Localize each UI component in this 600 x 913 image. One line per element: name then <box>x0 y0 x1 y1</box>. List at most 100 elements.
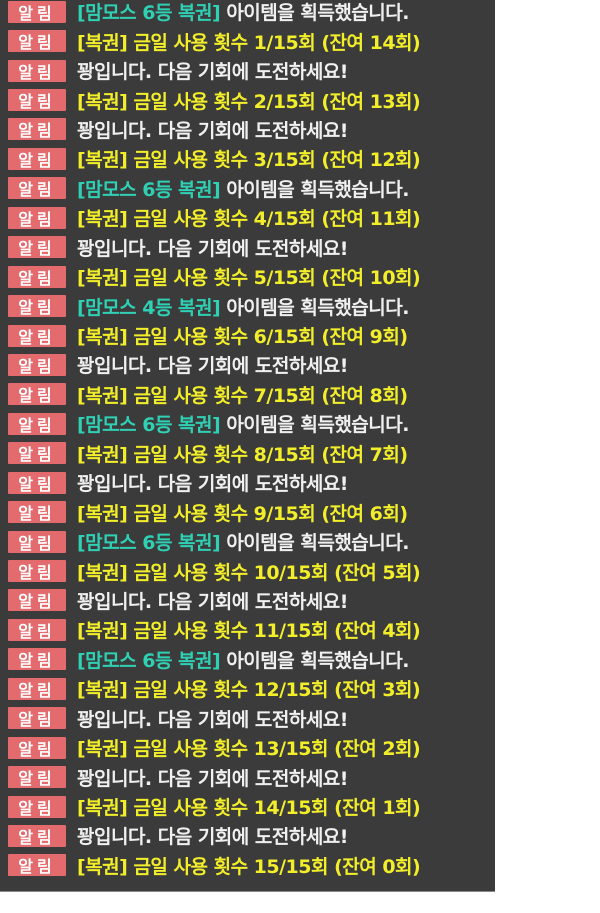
notice-badge: 알림 <box>8 118 66 141</box>
notice-badge: 알림 <box>8 824 66 847</box>
notice-badge: 알림 <box>8 206 66 229</box>
message-text: [복권] 금일 사용 횟수 9/15회 (잔여 6회) <box>77 502 408 525</box>
message-row: 알림 꽝입니다. 다음 기회에 도전하세요! <box>0 233 495 262</box>
message-text: [복권] 금일 사용 횟수 10/15회 (잔여 5회) <box>77 561 421 584</box>
message-text: 꽝입니다. 다음 기회에 도전하세요! <box>77 473 348 496</box>
message-row: 알림 [맘모스 6등 복권] 아이템을 획득했습니다. <box>0 174 495 203</box>
message-text: 꽝입니다. 다음 기회에 도전하세요! <box>77 237 348 260</box>
item-message: 아이템을 획득했습니다. <box>220 178 409 201</box>
message-row: 알림 [복권] 금일 사용 횟수 13/15회 (잔여 2회) <box>0 733 495 762</box>
message-row: 알림 [복권] 금일 사용 횟수 11/15회 (잔여 4회) <box>0 615 495 644</box>
item-tag: [맘모스 6등 복권] <box>77 414 221 437</box>
notice-badge: 알림 <box>8 618 66 641</box>
message-row: 알림 [맘모스 6등 복권] 아이템을 획득했습니다. <box>0 645 495 674</box>
message-row: 알림 [복권] 금일 사용 횟수 9/15회 (잔여 6회) <box>0 497 495 526</box>
message-text: [맘모스 6등 복권] 아이템을 획득했습니다. <box>77 528 409 555</box>
message-row: 알림 꽝입니다. 다음 기회에 도전하세요! <box>0 115 495 144</box>
item-tag: [맘모스 6등 복권] <box>77 2 221 25</box>
message-text: [복권] 금일 사용 횟수 14/15회 (잔여 1회) <box>77 797 421 820</box>
message-row: 알림 꽝입니다. 다음 기회에 도전하세요! <box>0 586 495 615</box>
item-tag: [맘모스 6등 복권] <box>77 532 221 555</box>
message-row: 알림 [맘모스 6등 복권] 아이템을 획득했습니다. <box>0 0 495 26</box>
message-row: 알림 [복권] 금일 사용 횟수 14/15회 (잔여 1회) <box>0 792 495 821</box>
message-row: 알림 [복권] 금일 사용 횟수 7/15회 (잔여 8회) <box>0 380 495 409</box>
message-text: [복권] 금일 사용 횟수 2/15회 (잔여 13회) <box>77 90 421 113</box>
notice-badge: 알림 <box>8 236 66 259</box>
notice-badge: 알림 <box>8 530 66 553</box>
item-tag: [맘모스 4등 복권] <box>77 296 221 319</box>
notice-badge: 알림 <box>8 147 66 170</box>
message-text: [복권] 금일 사용 횟수 1/15회 (잔여 14회) <box>77 31 421 54</box>
notice-badge: 알림 <box>8 412 66 435</box>
message-text: [복권] 금일 사용 횟수 3/15회 (잔여 12회) <box>77 149 421 172</box>
chat-log: 알림 [맘모스 6등 복권] 아이템을 획득했습니다. 알림 [복권] 금일 사용 횟… <box>0 0 495 892</box>
message-text: 꽝입니다. 다음 기회에 도전하세요! <box>77 61 348 84</box>
notice-badge: 알림 <box>8 177 66 200</box>
message-row: 알림 [복권] 금일 사용 횟수 2/15회 (잔여 13회) <box>0 85 495 114</box>
message-text: 꽝입니다. 다음 기회에 도전하세요! <box>77 767 348 790</box>
message-text: 꽝입니다. 다음 기회에 도전하세요! <box>77 590 348 613</box>
notice-badge: 알림 <box>8 30 66 53</box>
item-message: 아이템을 획득했습니다. <box>220 649 409 672</box>
notice-badge: 알림 <box>8 442 66 465</box>
message-text: 꽝입니다. 다음 기회에 도전하세요! <box>77 708 348 731</box>
notice-badge: 알림 <box>8 854 66 877</box>
notice-badge: 알림 <box>8 471 66 494</box>
item-tag: [맘모스 6등 복권] <box>77 178 221 201</box>
item-message: 아이템을 획득했습니다. <box>220 532 409 555</box>
message-list: 알림 [맘모스 6등 복권] 아이템을 획득했습니다. 알림 [복권] 금일 사용 횟… <box>0 0 495 878</box>
notice-badge: 알림 <box>8 501 66 524</box>
message-row: 알림 꽝입니다. 다음 기회에 도전하세요! <box>0 56 495 85</box>
message-text: [복권] 금일 사용 횟수 7/15회 (잔여 8회) <box>77 384 408 407</box>
message-row: 알림 [복권] 금일 사용 횟수 1/15회 (잔여 14회) <box>0 26 495 55</box>
notice-badge: 알림 <box>8 89 66 112</box>
item-message: 아이템을 획득했습니다. <box>220 2 409 25</box>
message-text: [복권] 금일 사용 횟수 5/15회 (잔여 10회) <box>77 267 421 290</box>
message-text: 꽝입니다. 다음 기회에 도전하세요! <box>77 355 348 378</box>
message-row: 알림 [복권] 금일 사용 횟수 3/15회 (잔여 12회) <box>0 144 495 173</box>
notice-badge: 알림 <box>8 648 66 671</box>
message-text: [복권] 금일 사용 횟수 12/15회 (잔여 3회) <box>77 679 421 702</box>
notice-badge: 알림 <box>8 265 66 288</box>
message-row: 알림 꽝입니다. 다음 기회에 도전하세요! <box>0 821 495 850</box>
message-row: 알림 [복권] 금일 사용 횟수 4/15회 (잔여 11회) <box>0 203 495 232</box>
message-text: 꽝입니다. 다음 기회에 도전하세요! <box>77 826 348 849</box>
message-text: [복권] 금일 사용 횟수 8/15회 (잔여 7회) <box>77 443 408 466</box>
message-text: [맘모스 6등 복권] 아이템을 획득했습니다. <box>77 0 409 25</box>
message-row: 알림 [맘모스 4등 복권] 아이템을 획득했습니다. <box>0 291 495 320</box>
notice-badge: 알림 <box>8 736 66 759</box>
message-row: 알림 꽝입니다. 다음 기회에 도전하세요! <box>0 704 495 733</box>
notice-badge: 알림 <box>8 766 66 789</box>
notice-badge: 알림 <box>8 0 66 23</box>
message-text: 꽝입니다. 다음 기회에 도전하세요! <box>77 119 348 142</box>
notice-badge: 알림 <box>8 560 66 583</box>
notice-badge: 알림 <box>8 295 66 318</box>
message-text: [맘모스 4등 복권] 아이템을 획득했습니다. <box>77 293 409 320</box>
message-row: 알림 [복권] 금일 사용 횟수 12/15회 (잔여 3회) <box>0 674 495 703</box>
notice-badge: 알림 <box>8 677 66 700</box>
message-row: 알림 [복권] 금일 사용 횟수 5/15회 (잔여 10회) <box>0 262 495 291</box>
notice-badge: 알림 <box>8 589 66 612</box>
item-message: 아이템을 획득했습니다. <box>220 414 409 437</box>
message-text: [복권] 금일 사용 횟수 11/15회 (잔여 4회) <box>77 620 421 643</box>
message-row: 알림 [복권] 금일 사용 횟수 8/15회 (잔여 7회) <box>0 439 495 468</box>
message-text: [맘모스 6등 복권] 아이템을 획득했습니다. <box>77 646 409 673</box>
message-text: [복권] 금일 사용 횟수 4/15회 (잔여 11회) <box>77 208 421 231</box>
message-row: 알림 [맘모스 6등 복권] 아이템을 획득했습니다. <box>0 409 495 438</box>
notice-badge: 알림 <box>8 324 66 347</box>
message-row: 알림 꽝입니다. 다음 기회에 도전하세요! <box>0 762 495 791</box>
item-tag: [맘모스 6등 복권] <box>77 649 221 672</box>
message-text: [복권] 금일 사용 횟수 15/15회 (잔여 0회) <box>77 855 421 878</box>
item-message: 아이템을 획득했습니다. <box>220 296 409 319</box>
message-text: [복권] 금일 사용 횟수 13/15회 (잔여 2회) <box>77 738 421 761</box>
message-row: 알림 꽝입니다. 다음 기회에 도전하세요! <box>0 468 495 497</box>
message-row: 알림 [복권] 금일 사용 횟수 6/15회 (잔여 9회) <box>0 321 495 350</box>
notice-badge: 알림 <box>8 795 66 818</box>
message-row: 알림 [맘모스 6등 복권] 아이템을 획득했습니다. <box>0 527 495 556</box>
notice-badge: 알림 <box>8 707 66 730</box>
message-text: [복권] 금일 사용 횟수 6/15회 (잔여 9회) <box>77 326 408 349</box>
notice-badge: 알림 <box>8 59 66 82</box>
message-row: 알림 꽝입니다. 다음 기회에 도전하세요! <box>0 350 495 379</box>
notice-badge: 알림 <box>8 383 66 406</box>
message-text: [맘모스 6등 복권] 아이템을 획득했습니다. <box>77 175 409 202</box>
